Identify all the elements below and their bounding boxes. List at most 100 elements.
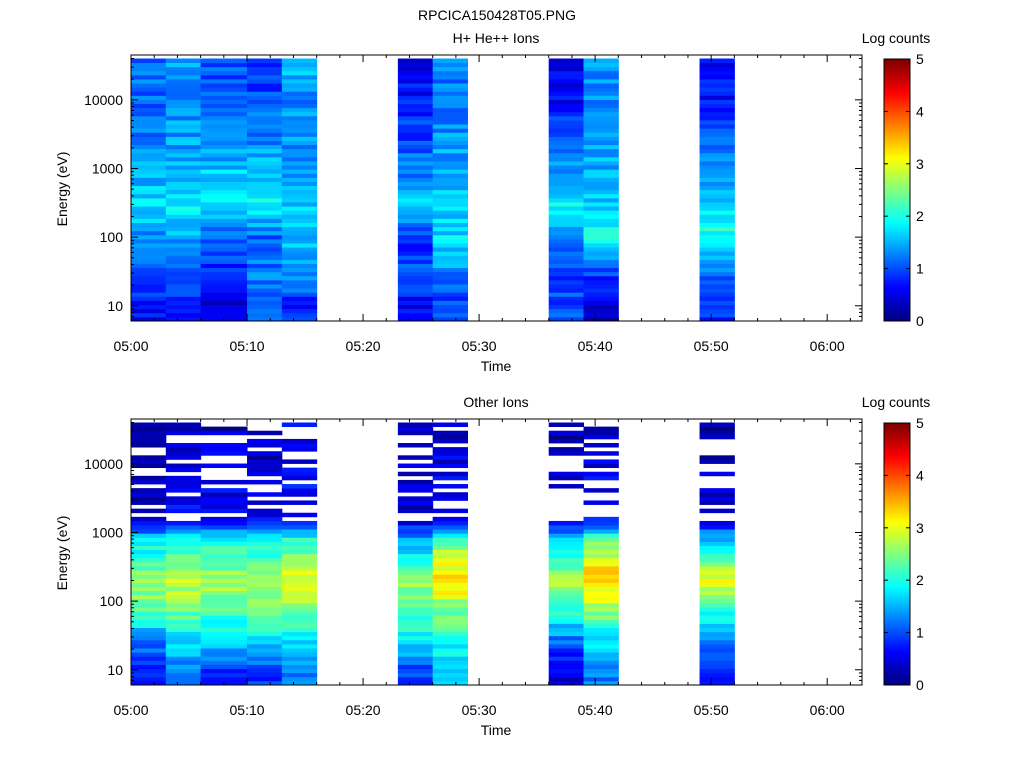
heatmap-cell (583, 95, 619, 100)
heatmap-cell (548, 173, 585, 178)
heatmap-cell (583, 103, 619, 109)
heatmap-cell (131, 107, 167, 113)
panel-bottom-colorbar: 0 1 2 3 4 5 (883, 415, 924, 693)
colorbar-step (884, 72, 910, 75)
heatmap-cell (583, 120, 619, 125)
heatmap-cell (281, 553, 318, 559)
heatmap-cell (432, 516, 468, 522)
colorbar-tick-label: 2 (916, 208, 924, 224)
heatmap-cell (548, 124, 585, 129)
heatmap-cell (397, 578, 434, 583)
heatmap-cell (699, 611, 735, 616)
heatmap-cell (165, 243, 202, 248)
heatmap-cell (165, 672, 202, 678)
heatmap-cell (131, 574, 167, 579)
heatmap-cell (397, 479, 434, 485)
x-tick-label: 05:20 (346, 338, 381, 354)
heatmap-cell (247, 115, 283, 121)
heatmap-cell (699, 541, 735, 546)
heatmap-cell (165, 284, 202, 289)
heatmap-cell (432, 193, 468, 199)
heatmap-cell (548, 296, 585, 301)
heatmap-cell (200, 308, 248, 314)
heatmap-cell (397, 111, 434, 117)
panel-top-title: H+ He++ Ions (453, 30, 540, 46)
heatmap-cell (699, 545, 735, 551)
x-tick-label: 05:50 (694, 338, 729, 354)
heatmap-cell (281, 533, 318, 538)
heatmap-cell (200, 279, 248, 285)
heatmap-cell (548, 238, 585, 244)
heatmap-cell (548, 197, 585, 203)
heatmap-cell (699, 570, 735, 575)
heatmap-cell (432, 586, 468, 592)
x-tick-label: 05:30 (462, 338, 497, 354)
heatmap-cell (281, 103, 318, 109)
heatmap-cell (200, 107, 248, 113)
heatmap-cell (548, 288, 585, 293)
heatmap-cell (200, 288, 248, 293)
heatmap-cell (281, 484, 318, 489)
heatmap-cell (281, 107, 318, 113)
heatmap-cell (397, 582, 434, 587)
heatmap-cell (432, 602, 468, 608)
heatmap-cell (131, 251, 167, 256)
heatmap-cell (583, 218, 619, 223)
heatmap-cell (165, 455, 202, 460)
heatmap-cell (200, 275, 248, 281)
heatmap-cell (131, 296, 167, 301)
heatmap-cell (200, 152, 248, 158)
heatmap-cell (432, 590, 468, 596)
heatmap-cell (432, 91, 468, 96)
heatmap-cell (131, 586, 167, 592)
heatmap-cell (200, 300, 248, 305)
heatmap-cell (583, 529, 619, 534)
heatmap-cell (247, 197, 283, 203)
heatmap-cell (247, 467, 283, 473)
heatmap-cell (165, 557, 202, 563)
heatmap-cell (548, 279, 585, 285)
heatmap-cell (583, 590, 619, 596)
heatmap-cell (200, 83, 248, 88)
heatmap-cell (247, 533, 283, 538)
heatmap-cell (131, 557, 167, 563)
heatmap-cell (131, 455, 167, 460)
heatmap-cell (548, 533, 585, 538)
colorbar-step (884, 558, 910, 562)
heatmap-cell (131, 615, 167, 620)
heatmap-cell (548, 263, 585, 269)
heatmap-cell (281, 512, 318, 518)
heatmap-cell (432, 95, 468, 100)
colorbar-step (884, 161, 910, 165)
heatmap-cell (432, 537, 468, 542)
colorbar-step (884, 479, 910, 483)
heatmap-cell (131, 643, 167, 649)
panel-bottom-cells (131, 422, 735, 686)
heatmap-cell (397, 312, 434, 318)
heatmap-cell (432, 471, 468, 477)
heatmap-cell (247, 525, 283, 530)
heatmap-cell (397, 537, 434, 542)
heatmap-cell (131, 99, 167, 105)
heatmap-cell (397, 422, 434, 428)
colorbar-step (884, 146, 910, 150)
heatmap-cell (281, 627, 318, 633)
heatmap-cell (165, 566, 202, 571)
heatmap-cell (281, 292, 318, 297)
heatmap-cell (432, 676, 468, 682)
heatmap-cell (200, 520, 248, 526)
heatmap-cell (200, 58, 248, 64)
heatmap-cell (583, 279, 619, 285)
heatmap-cell (247, 91, 283, 96)
colorbar-step (884, 516, 910, 520)
heatmap-cell (432, 218, 468, 223)
colorbar-step (884, 211, 910, 215)
heatmap-cell (165, 128, 202, 133)
heatmap-cell (583, 500, 619, 505)
heatmap-cell (165, 656, 202, 661)
heatmap-cell (281, 136, 318, 141)
heatmap-cell (281, 251, 318, 256)
heatmap-cell (247, 648, 283, 653)
heatmap-cell (247, 451, 283, 456)
heatmap-cell (397, 120, 434, 125)
